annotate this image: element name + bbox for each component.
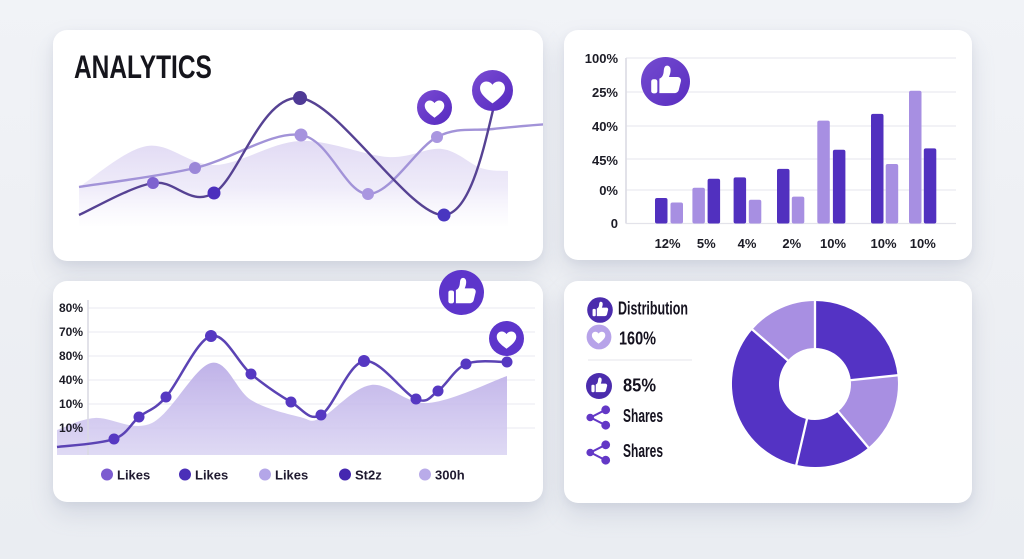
svg-text:10%: 10% — [59, 421, 83, 435]
svg-text:10%: 10% — [59, 397, 83, 411]
svg-text:Distribution: Distribution — [618, 299, 688, 319]
svg-text:Likes: Likes — [117, 468, 150, 483]
svg-text:300h: 300h — [435, 468, 465, 483]
svg-text:St2z: St2z — [355, 468, 382, 483]
svg-text:2%: 2% — [782, 236, 801, 251]
svg-text:100%: 100% — [585, 51, 619, 66]
svg-text:70%: 70% — [59, 325, 83, 339]
svg-text:25%: 25% — [592, 85, 618, 100]
svg-text:85%: 85% — [623, 376, 656, 396]
svg-text:5%: 5% — [697, 236, 716, 251]
svg-text:Shares: Shares — [623, 441, 663, 461]
svg-text:Shares: Shares — [623, 406, 663, 426]
svg-text:40%: 40% — [592, 119, 618, 134]
svg-text:0: 0 — [611, 216, 618, 231]
svg-text:Likes: Likes — [275, 468, 308, 483]
svg-text:Likes: Likes — [195, 468, 228, 483]
svg-text:10%: 10% — [820, 236, 846, 251]
svg-text:160%: 160% — [619, 329, 656, 349]
svg-text:40%: 40% — [59, 373, 83, 387]
svg-text:80%: 80% — [59, 301, 83, 315]
svg-text:80%: 80% — [59, 349, 83, 363]
svg-text:45%: 45% — [592, 153, 618, 168]
svg-text:12%: 12% — [655, 236, 681, 251]
svg-text:10%: 10% — [870, 236, 896, 251]
svg-text:10%: 10% — [910, 236, 936, 251]
svg-text:4%: 4% — [738, 236, 757, 251]
svg-text:0%: 0% — [599, 183, 618, 198]
